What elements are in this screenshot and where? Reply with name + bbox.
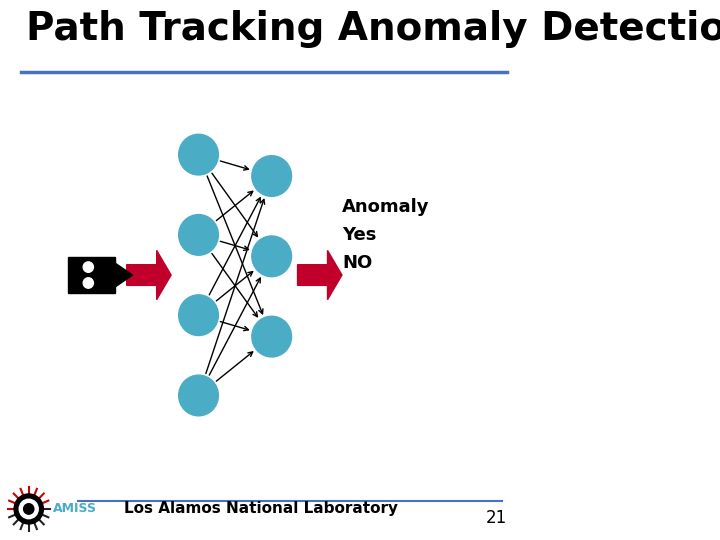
Circle shape xyxy=(24,504,34,514)
Circle shape xyxy=(252,156,292,197)
Text: AMISS: AMISS xyxy=(53,502,97,516)
Circle shape xyxy=(179,214,218,255)
Circle shape xyxy=(14,494,43,524)
Circle shape xyxy=(84,262,94,272)
Text: Anomaly: Anomaly xyxy=(342,198,430,216)
Polygon shape xyxy=(115,263,132,287)
Polygon shape xyxy=(127,251,171,300)
Circle shape xyxy=(84,278,94,288)
Circle shape xyxy=(179,375,218,416)
Circle shape xyxy=(79,274,97,292)
Circle shape xyxy=(252,316,292,357)
Circle shape xyxy=(179,295,218,335)
Text: Path Tracking Anomaly Detection: Path Tracking Anomaly Detection xyxy=(26,10,720,48)
Bar xyxy=(68,257,115,293)
Circle shape xyxy=(19,499,38,519)
Polygon shape xyxy=(297,251,342,300)
Text: 21: 21 xyxy=(485,509,507,526)
Circle shape xyxy=(179,134,218,175)
Text: Yes: Yes xyxy=(342,226,377,244)
Text: Los Alamos National Laboratory: Los Alamos National Laboratory xyxy=(125,502,398,516)
Circle shape xyxy=(79,258,97,276)
Circle shape xyxy=(252,236,292,276)
Text: NO: NO xyxy=(342,254,372,272)
